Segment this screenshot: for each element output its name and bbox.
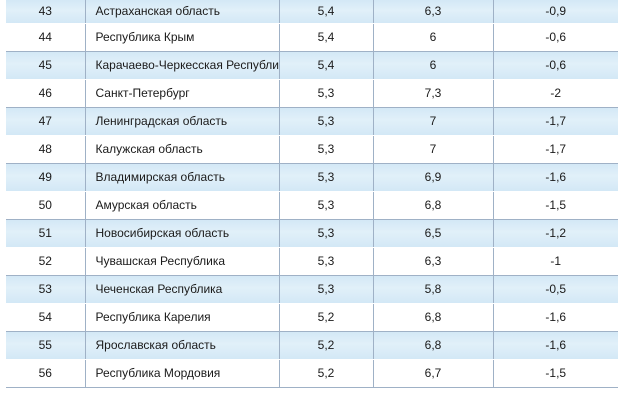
value-cell-1: 5,3 [278, 107, 373, 136]
rank-cell: 44 [6, 23, 85, 52]
value-cell-3: -0,6 [492, 23, 618, 52]
value-cell-1: 5,3 [278, 191, 373, 220]
value-cell-2: 7,3 [372, 79, 493, 108]
value-cell-3: -1,7 [492, 135, 618, 164]
region-name-cell: Карачаево-Черкесская Республика [84, 51, 279, 80]
table-row: 52 Чувашская Республика 5,3 6,3 -1 [6, 247, 618, 276]
value-cell-1: 5,2 [278, 331, 373, 360]
value-cell-3: -1,7 [492, 107, 618, 136]
value-cell-1: 5,3 [278, 163, 373, 192]
table-row: 49 Владимирская область 5,3 6,9 -1,6 [6, 163, 618, 192]
value-cell-1: 5,4 [278, 51, 373, 80]
table-row: 51 Новосибирская область 5,3 6,5 -1,2 [6, 219, 618, 248]
value-cell-2: 7 [372, 107, 493, 136]
value-cell-2: 6,9 [372, 163, 493, 192]
value-cell-1: 5,3 [278, 275, 373, 304]
region-name-cell: Ленинградская область [84, 107, 279, 136]
value-cell-3: -1,5 [492, 359, 618, 388]
region-name-cell: Республика Мордовия [84, 359, 279, 388]
value-cell-2: 6,8 [372, 191, 493, 220]
rank-cell: 43 [6, 0, 85, 24]
region-name-cell: Республика Карелия [84, 303, 279, 332]
value-cell-1: 5,2 [278, 303, 373, 332]
region-name-cell: Астраханская область [84, 0, 279, 24]
region-name-cell: Чеченская Республика [84, 275, 279, 304]
rank-cell: 55 [6, 331, 85, 360]
value-cell-1: 5,2 [278, 359, 373, 388]
value-cell-2: 6 [372, 51, 493, 80]
value-cell-3: -1,5 [492, 191, 618, 220]
table-row: 53 Чеченская Республика 5,3 5,8 -0,5 [6, 275, 618, 304]
rank-cell: 54 [6, 303, 85, 332]
table-row: 55 Ярославская область 5,2 6,8 -1,6 [6, 331, 618, 360]
rank-cell: 52 [6, 247, 85, 276]
value-cell-1: 5,3 [278, 219, 373, 248]
rank-cell: 47 [6, 107, 85, 136]
regions-table-container: 43 Астраханская область 5,4 6,3 -0,9 44 … [6, 0, 618, 417]
region-name-cell: Республика Крым [84, 23, 279, 52]
rank-cell: 46 [6, 79, 85, 108]
value-cell-2: 6,3 [372, 0, 493, 24]
rank-cell: 48 [6, 135, 85, 164]
value-cell-3: -0,5 [492, 275, 618, 304]
value-cell-2: 6,7 [372, 359, 493, 388]
table-row: 56 Республика Мордовия 5,2 6,7 -1,5 [6, 359, 618, 388]
value-cell-3: -1,6 [492, 331, 618, 360]
table-row: 47 Ленинградская область 5,3 7 -1,7 [6, 107, 618, 136]
rank-cell: 51 [6, 219, 85, 248]
region-name-cell: Владимирская область [84, 163, 279, 192]
value-cell-2: 6,8 [372, 331, 493, 360]
value-cell-3: -1 [492, 247, 618, 276]
value-cell-1: 5,4 [278, 23, 373, 52]
table-row: 50 Амурская область 5,3 6,8 -1,5 [6, 191, 618, 220]
value-cell-1: 5,4 [278, 0, 373, 24]
value-cell-3: -1,6 [492, 163, 618, 192]
rank-cell: 50 [6, 191, 85, 220]
value-cell-1: 5,3 [278, 79, 373, 108]
table-row: 48 Калужская область 5,3 7 -1,7 [6, 135, 618, 164]
region-name-cell: Ярославская область [84, 331, 279, 360]
value-cell-1: 5,3 [278, 135, 373, 164]
value-cell-1: 5,3 [278, 247, 373, 276]
rank-cell: 53 [6, 275, 85, 304]
rank-cell: 45 [6, 51, 85, 80]
value-cell-3: -1,6 [492, 303, 618, 332]
value-cell-3: -0,6 [492, 51, 618, 80]
region-name-cell: Санкт-Петербург [84, 79, 279, 108]
value-cell-3: -0,9 [492, 0, 618, 24]
value-cell-2: 6,8 [372, 303, 493, 332]
rank-cell: 56 [6, 359, 85, 388]
rank-cell: 49 [6, 163, 85, 192]
region-name-cell: Новосибирская область [84, 219, 279, 248]
table-row: 45 Карачаево-Черкесская Республика 5,4 6… [6, 51, 618, 80]
value-cell-2: 6,5 [372, 219, 493, 248]
region-name-cell: Чувашская Республика [84, 247, 279, 276]
value-cell-2: 7 [372, 135, 493, 164]
region-name-cell: Калужская область [84, 135, 279, 164]
table-row: 46 Санкт-Петербург 5,3 7,3 -2 [6, 79, 618, 108]
table-row: 54 Республика Карелия 5,2 6,8 -1,6 [6, 303, 618, 332]
value-cell-2: 5,8 [372, 275, 493, 304]
table-row: 43 Астраханская область 5,4 6,3 -0,9 [6, 0, 618, 24]
region-name-cell: Амурская область [84, 191, 279, 220]
value-cell-2: 6 [372, 23, 493, 52]
value-cell-2: 6,3 [372, 247, 493, 276]
regions-table: 43 Астраханская область 5,4 6,3 -0,9 44 … [6, 0, 618, 388]
value-cell-3: -1,2 [492, 219, 618, 248]
value-cell-3: -2 [492, 79, 618, 108]
table-row: 44 Республика Крым 5,4 6 -0,6 [6, 23, 618, 52]
